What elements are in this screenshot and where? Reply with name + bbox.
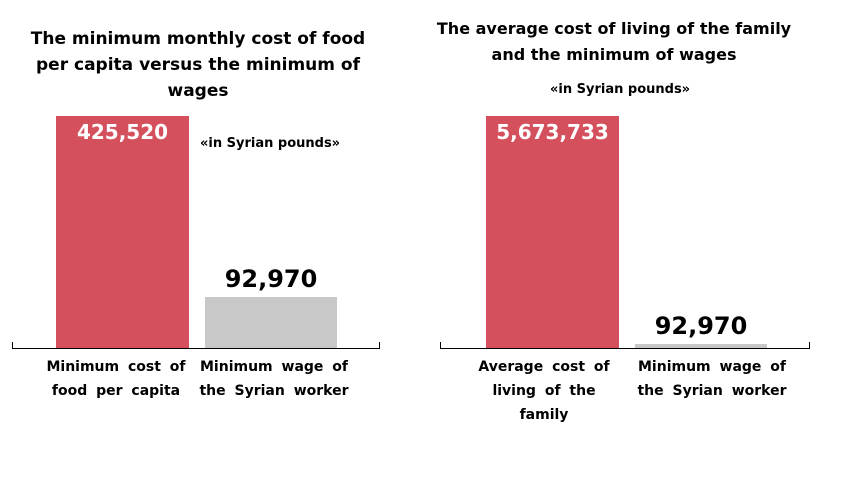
chart-1-category-label-food-cost: Minimum cost of food per capita	[46, 359, 186, 399]
chart-2-bar-minimum-wage	[635, 344, 767, 348]
chart-1-axis-tick-right	[379, 342, 380, 349]
chart-2-axis-tick-left	[440, 342, 441, 349]
chart-2-value-label-living-cost: 5,673,733	[496, 120, 609, 144]
chart-1-bar-minimum-wage	[205, 297, 337, 348]
chart-1-unit-note: «in Syrian pounds»	[200, 136, 341, 151]
chart-1-value-label-food-cost: 425,520	[76, 120, 169, 144]
chart-2-category-label-minimum-wage: Minimum wage of the Syrian worker	[637, 359, 787, 399]
chart-1-value-label-minimum-wage: 92,970	[224, 265, 318, 293]
chart-1-title: The minimum monthly cost of food per cap…	[30, 29, 366, 101]
chart-2-value-label-minimum-wage: 92,970	[654, 312, 748, 340]
chart-2-x-axis	[440, 348, 810, 349]
chart-2-bar-living-cost	[486, 116, 619, 348]
chart-2-category-label-living-cost: Average cost of living of the family	[478, 359, 610, 423]
chart-2-title: The average cost of living of the family…	[436, 19, 792, 64]
chart-1-x-axis	[12, 348, 380, 349]
chart-2-axis-tick-right	[809, 342, 810, 349]
chart-2-unit-note: «in Syrian pounds»	[550, 82, 691, 97]
chart-1-bar-food-cost	[56, 116, 189, 348]
chart-1-axis-tick-left	[12, 342, 13, 349]
chart-1-category-label-minimum-wage: Minimum wage of the Syrian worker	[199, 359, 349, 399]
